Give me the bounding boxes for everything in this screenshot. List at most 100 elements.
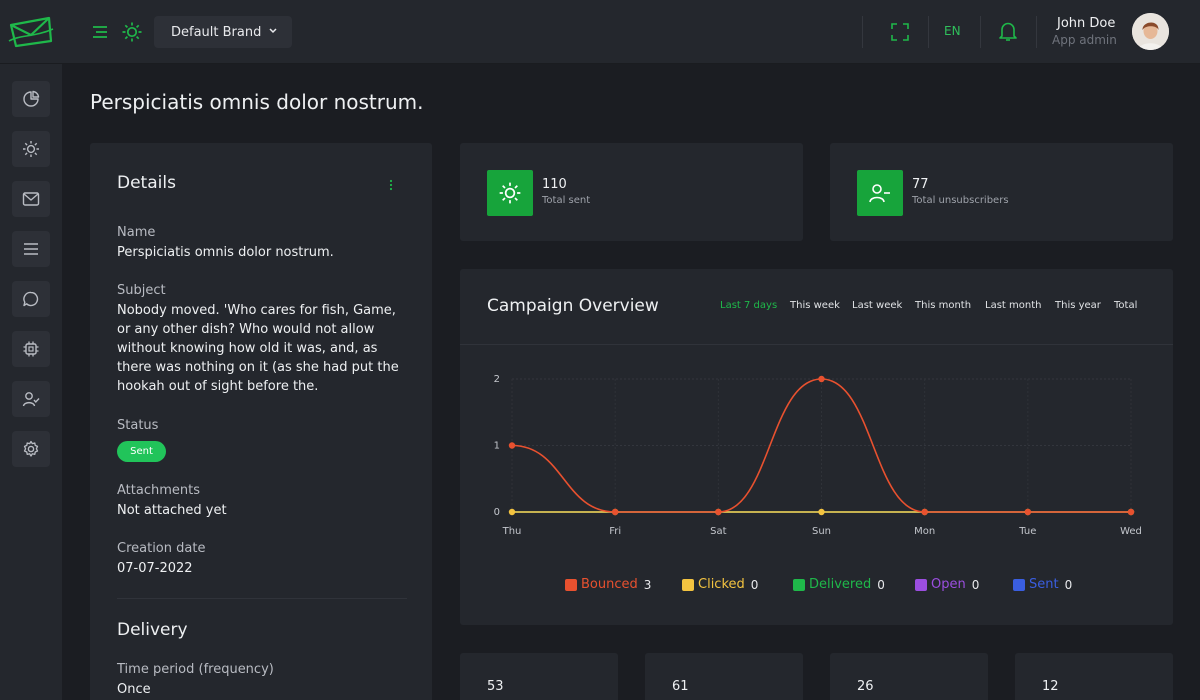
user-avatar-icon [1132, 13, 1169, 50]
x-tick-label: Wed [1120, 526, 1142, 537]
user-role: App admin [1052, 33, 1117, 47]
sun-icon [487, 170, 533, 216]
mini-stat-card: 26 [830, 653, 988, 700]
legend-swatch [915, 578, 927, 591]
range-tab-last-7-days[interactable]: Last 7 days [720, 300, 778, 311]
mini-stat-value: 53 [487, 679, 504, 694]
overview-title: Campaign Overview [487, 296, 659, 316]
x-tick-label: Fri [609, 526, 621, 537]
data-point-bounced[interactable] [818, 375, 825, 383]
mini-stat-value: 61 [672, 679, 689, 694]
legend-swatch [793, 578, 805, 591]
time-period-label: Time period (frequency) [117, 662, 274, 677]
menu-icon[interactable] [88, 20, 112, 44]
sidebar-item-subscribers[interactable] [12, 381, 50, 417]
data-point-bounced[interactable] [715, 508, 722, 516]
name-value: Perspiciatis omnis dolor nostrum. [117, 245, 334, 260]
range-tab-last-week[interactable]: Last week [852, 300, 903, 311]
data-point-bounced[interactable] [921, 508, 928, 516]
chat-icon [23, 291, 39, 307]
legend-item-delivered[interactable]: Delivered 0 [793, 577, 885, 592]
avatar[interactable] [1132, 13, 1169, 50]
x-tick-label: Tue [1018, 526, 1036, 537]
sidebar-item-brands[interactable] [12, 131, 50, 167]
mini-stat-value: 26 [857, 679, 874, 694]
x-tick-label: Thu [502, 526, 522, 537]
x-tick-label: Sun [812, 526, 831, 537]
logo[interactable] [0, 0, 62, 64]
legend-item-sent[interactable]: Sent 0 [1013, 577, 1072, 592]
sidebar-item-messages[interactable] [12, 281, 50, 317]
chip-icon [23, 341, 39, 357]
mini-stat-card: 53 [460, 653, 618, 700]
top-bar: Default Brand EN John Doe App admin [0, 0, 1200, 64]
sidebar-item-campaigns[interactable] [12, 181, 50, 217]
user-name: John Doe [1057, 16, 1116, 31]
total-sent-card: 110 Total sent [460, 143, 803, 241]
gear-icon [23, 440, 39, 457]
data-point-bounced[interactable] [1024, 508, 1032, 516]
mail-icon [22, 192, 40, 206]
legend-label: Sent [1029, 577, 1059, 592]
divider [1036, 16, 1037, 48]
legend-label: Bounced [581, 577, 638, 592]
delivery-title: Delivery [117, 620, 188, 640]
legend-item-bounced[interactable]: Bounced 3 [565, 577, 651, 592]
legend-label: Delivered [809, 577, 872, 592]
y-tick-label: 0 [494, 507, 500, 518]
total-unsubscribers-label: Total unsubscribers [912, 195, 1009, 206]
legend-item-clicked[interactable]: Clicked 0 [682, 577, 758, 592]
mini-stat-value: 12 [1042, 679, 1059, 694]
total-sent-label: Total sent [542, 195, 591, 206]
mini-stat-card: 12 [1015, 653, 1173, 700]
campaign-line-chart: 0 1 2 Thu Fri Sat Sun Mon Tue Wed [494, 374, 1142, 537]
section-divider [117, 598, 407, 599]
range-tab-last-month[interactable]: Last month [985, 300, 1042, 311]
page-title: Perspiciatis omnis dolor nostrum. [90, 90, 424, 114]
data-point-clicked[interactable] [508, 508, 516, 516]
range-tab-total[interactable]: Total [1114, 300, 1138, 311]
brand-select[interactable]: Default Brand [154, 16, 292, 48]
legend-swatch [565, 578, 577, 591]
data-point-bounced[interactable] [611, 508, 619, 516]
total-sent-value: 110 [542, 177, 567, 192]
bell-icon[interactable] [996, 19, 1020, 43]
y-tick-label: 1 [494, 441, 500, 452]
time-period-value: Once [117, 682, 151, 697]
sun-icon[interactable] [120, 20, 144, 44]
mini-stat-card: 61 [645, 653, 803, 700]
range-tab-this-year[interactable]: This year [1055, 300, 1101, 311]
subject-value: Nobody moved. 'Who cares for fish, Game,… [117, 303, 399, 394]
x-tick-label: Mon [914, 526, 935, 537]
more-options-icon[interactable] [386, 177, 396, 191]
legend-count: 3 [643, 577, 652, 592]
legend-item-open[interactable]: Open 0 [915, 577, 979, 592]
sidebar-item-dashboard[interactable] [12, 81, 50, 117]
sun-icon [23, 141, 39, 157]
legend-label: Clicked [698, 577, 745, 592]
legend-count: 0 [1064, 577, 1073, 592]
legend-swatch [1013, 578, 1025, 591]
legend-label: Open [931, 577, 966, 592]
range-tab-this-week[interactable]: This week [790, 300, 840, 311]
data-point-clicked[interactable] [818, 508, 825, 516]
brand-select-value: Default Brand [171, 24, 262, 40]
language-selector[interactable]: EN [944, 24, 961, 38]
sidebar-item-lists[interactable] [12, 231, 50, 267]
chevron-down-icon [269, 28, 277, 34]
data-point-bounced[interactable] [508, 442, 516, 449]
pie-chart-icon [23, 90, 40, 107]
legend-count: 0 [750, 577, 759, 592]
attachments-value: Not attached yet [117, 503, 227, 518]
sidebar-item-templates[interactable] [12, 331, 50, 367]
y-tick-label: 2 [494, 374, 500, 385]
sidebar-item-settings[interactable] [12, 431, 50, 467]
creation-date-label: Creation date [117, 541, 206, 556]
fullscreen-icon[interactable] [888, 20, 912, 44]
range-tab-this-month[interactable]: This month [915, 300, 972, 311]
user-minus-icon [857, 170, 903, 216]
chart-divider [460, 344, 1173, 345]
details-card: Details Name Perspiciatis omnis dolor no… [90, 143, 432, 700]
divider [928, 16, 929, 48]
data-point-bounced[interactable] [1127, 508, 1135, 516]
